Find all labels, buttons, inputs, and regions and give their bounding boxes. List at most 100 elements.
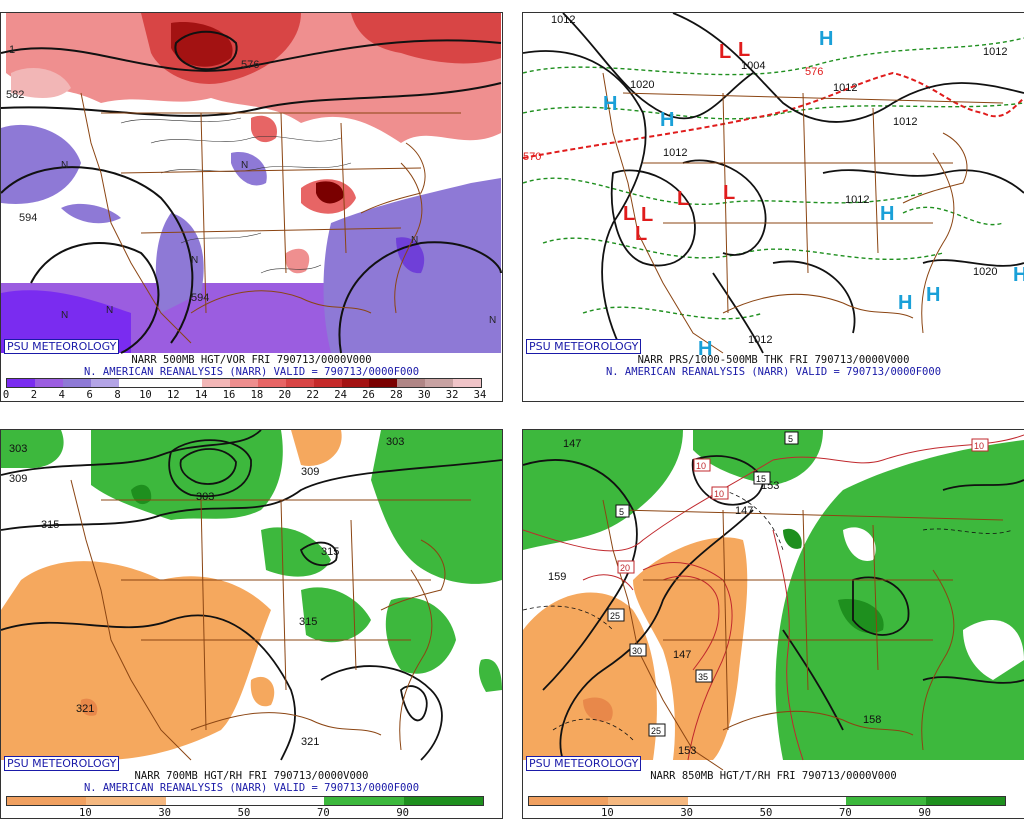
colorbar-segment xyxy=(244,797,325,805)
vorticity-map: 1 582 594 594 576 N N N N N N N xyxy=(1,13,502,354)
colorbar-tick-label: 12 xyxy=(166,389,180,401)
colorbar-segment xyxy=(324,797,404,805)
panel-title: NARR PRS/1000-500MB THK FRI 790713/0000V… xyxy=(637,354,910,366)
vorticity-colorbar xyxy=(6,378,482,388)
colorbar-segment xyxy=(453,379,481,387)
colorbar-segment xyxy=(313,379,342,387)
colorbar-segment xyxy=(341,379,370,387)
panel-pressure-thickness: H H H H H H H H L L L L L L L 1012 1020 … xyxy=(522,12,1024,402)
colorbar-segment xyxy=(369,379,398,387)
contour-label: 303 xyxy=(9,443,27,455)
colorbar-tick-label: 30 xyxy=(158,807,171,819)
colorbar-segment xyxy=(285,379,314,387)
panel-subtitle: N. AMERICAN REANALYSIS (NARR) VALID = 79… xyxy=(605,366,942,378)
contour-label: 576 xyxy=(241,59,259,71)
contour-label: 147 xyxy=(563,438,581,450)
contour-label: 303 xyxy=(196,491,214,503)
colorbar-tick-label: 14 xyxy=(194,389,208,401)
temp-label: 25 xyxy=(610,611,620,621)
colorbar-tick-label: 32 xyxy=(445,389,459,401)
low-marker: N xyxy=(61,310,68,321)
pressure-map: H H H H H H H H L L L L L L L 1012 1020 … xyxy=(523,13,1024,360)
low-marker: L xyxy=(738,39,750,61)
high-marker: H xyxy=(819,28,833,50)
colorbar-tick-label: 28 xyxy=(390,389,403,401)
colorbar-tick-label: 10 xyxy=(601,807,614,819)
contour-label: 153 xyxy=(678,745,696,757)
colorbar-segment xyxy=(7,797,87,805)
colorbar-segment xyxy=(202,379,230,387)
colorbar-segment xyxy=(165,797,245,805)
thickness-label: 576 xyxy=(805,66,823,78)
contour-label: 1012 xyxy=(663,147,687,159)
colorbar-segment xyxy=(687,797,767,805)
high-marker: H xyxy=(1013,264,1024,286)
temp-label: 10 xyxy=(714,489,724,499)
colorbar-segment xyxy=(146,379,175,387)
contour-label: 147 xyxy=(735,505,753,517)
contour-label: 1020 xyxy=(630,79,654,91)
contour-label: 321 xyxy=(76,703,94,715)
panel-title: NARR 850MB HGT/T/RH FRI 790713/0000V000 xyxy=(650,770,897,782)
colorbar-tick-label: 18 xyxy=(250,389,264,401)
colorbar-tick-label: 10 xyxy=(79,807,92,819)
contour-label: 315 xyxy=(321,546,339,558)
low-marker: N xyxy=(191,255,198,266)
low-marker: N xyxy=(411,235,418,246)
contour-label: 1004 xyxy=(741,60,765,72)
colorbar-segment xyxy=(846,797,926,805)
temp-label: 15 xyxy=(756,474,766,484)
low-marker: N xyxy=(241,160,248,171)
temp-label: 30 xyxy=(632,646,642,656)
high-marker: H xyxy=(926,284,940,306)
low-marker: L xyxy=(719,41,731,63)
colorbar-segment xyxy=(766,797,847,805)
contour-label: 594 xyxy=(191,292,209,304)
colorbar-tick-label: 6 xyxy=(86,389,93,401)
humidity-850-map: 147 153 159 147 147 153 158 5 5 10 10 10… xyxy=(523,430,1024,771)
psu-meteorology-badge: PSU METEOROLOGY xyxy=(526,756,642,771)
temp-label: 10 xyxy=(696,461,706,471)
psu-meteorology-badge: PSU METEOROLOGY xyxy=(526,339,642,354)
colorbar-tick-label: 50 xyxy=(759,807,773,819)
colorbar-tick-label: 90 xyxy=(396,807,409,819)
low-marker: L xyxy=(723,182,735,204)
contour-label: 309 xyxy=(301,466,319,478)
contour-label: 1012 xyxy=(748,334,772,346)
colorbar-segment xyxy=(397,379,426,387)
colorbar-segment xyxy=(174,379,203,387)
colorbar-tick-label: 8 xyxy=(114,389,121,401)
colorbar-tick-label: 22 xyxy=(306,389,320,401)
colorbar-tick-label: 70 xyxy=(317,807,330,819)
humidity-colorbar-labels: 10 30 50 70 90 xyxy=(528,807,1004,819)
contour-label: 158 xyxy=(863,714,881,726)
colorbar-segment xyxy=(86,797,166,805)
temp-label: 35 xyxy=(698,672,708,682)
colorbar-segment xyxy=(230,379,258,387)
humidity-colorbar xyxy=(6,796,484,806)
humidity-colorbar-labels: 10 30 50 70 90 xyxy=(6,807,482,819)
panel-500mb-vorticity: 1 582 594 594 576 N N N N N N N PSU METE… xyxy=(0,12,503,402)
low-marker: L xyxy=(677,188,689,210)
low-marker: N xyxy=(106,305,113,316)
low-marker: L xyxy=(623,203,635,225)
contour-label: 1012 xyxy=(833,82,857,94)
colorbar-tick-label: 10 xyxy=(139,389,152,401)
contour-label: 159 xyxy=(548,571,566,583)
high-marker: H xyxy=(660,109,674,131)
vorticity-colorbar-labels: 0 2 4 6 8 10 12 14 16 18 20 22 24 26 28 30 32 34 xyxy=(3,389,486,401)
colorbar-tick-label: 16 xyxy=(222,389,236,401)
panel-title: NARR 500MB HGT/VOR FRI 790713/0000V000 xyxy=(131,354,372,366)
colorbar-segment xyxy=(425,379,453,387)
temp-label: 20 xyxy=(620,563,630,573)
colorbar-segment xyxy=(925,797,1005,805)
contour-label: 1012 xyxy=(551,14,575,26)
colorbar-tick-label: 2 xyxy=(30,389,38,401)
high-marker: H xyxy=(898,292,912,314)
svg-text:1: 1 xyxy=(9,44,15,56)
temp-label: 10 xyxy=(974,441,984,451)
colorbar-tick-label: 30 xyxy=(680,807,693,819)
psu-meteorology-badge: PSU METEOROLOGY xyxy=(4,756,120,771)
psu-meteorology-badge: PSU METEOROLOGY xyxy=(4,339,120,354)
humidity-700-map: 303 309 303 309 303 315 315 315 321 321 xyxy=(1,430,502,770)
